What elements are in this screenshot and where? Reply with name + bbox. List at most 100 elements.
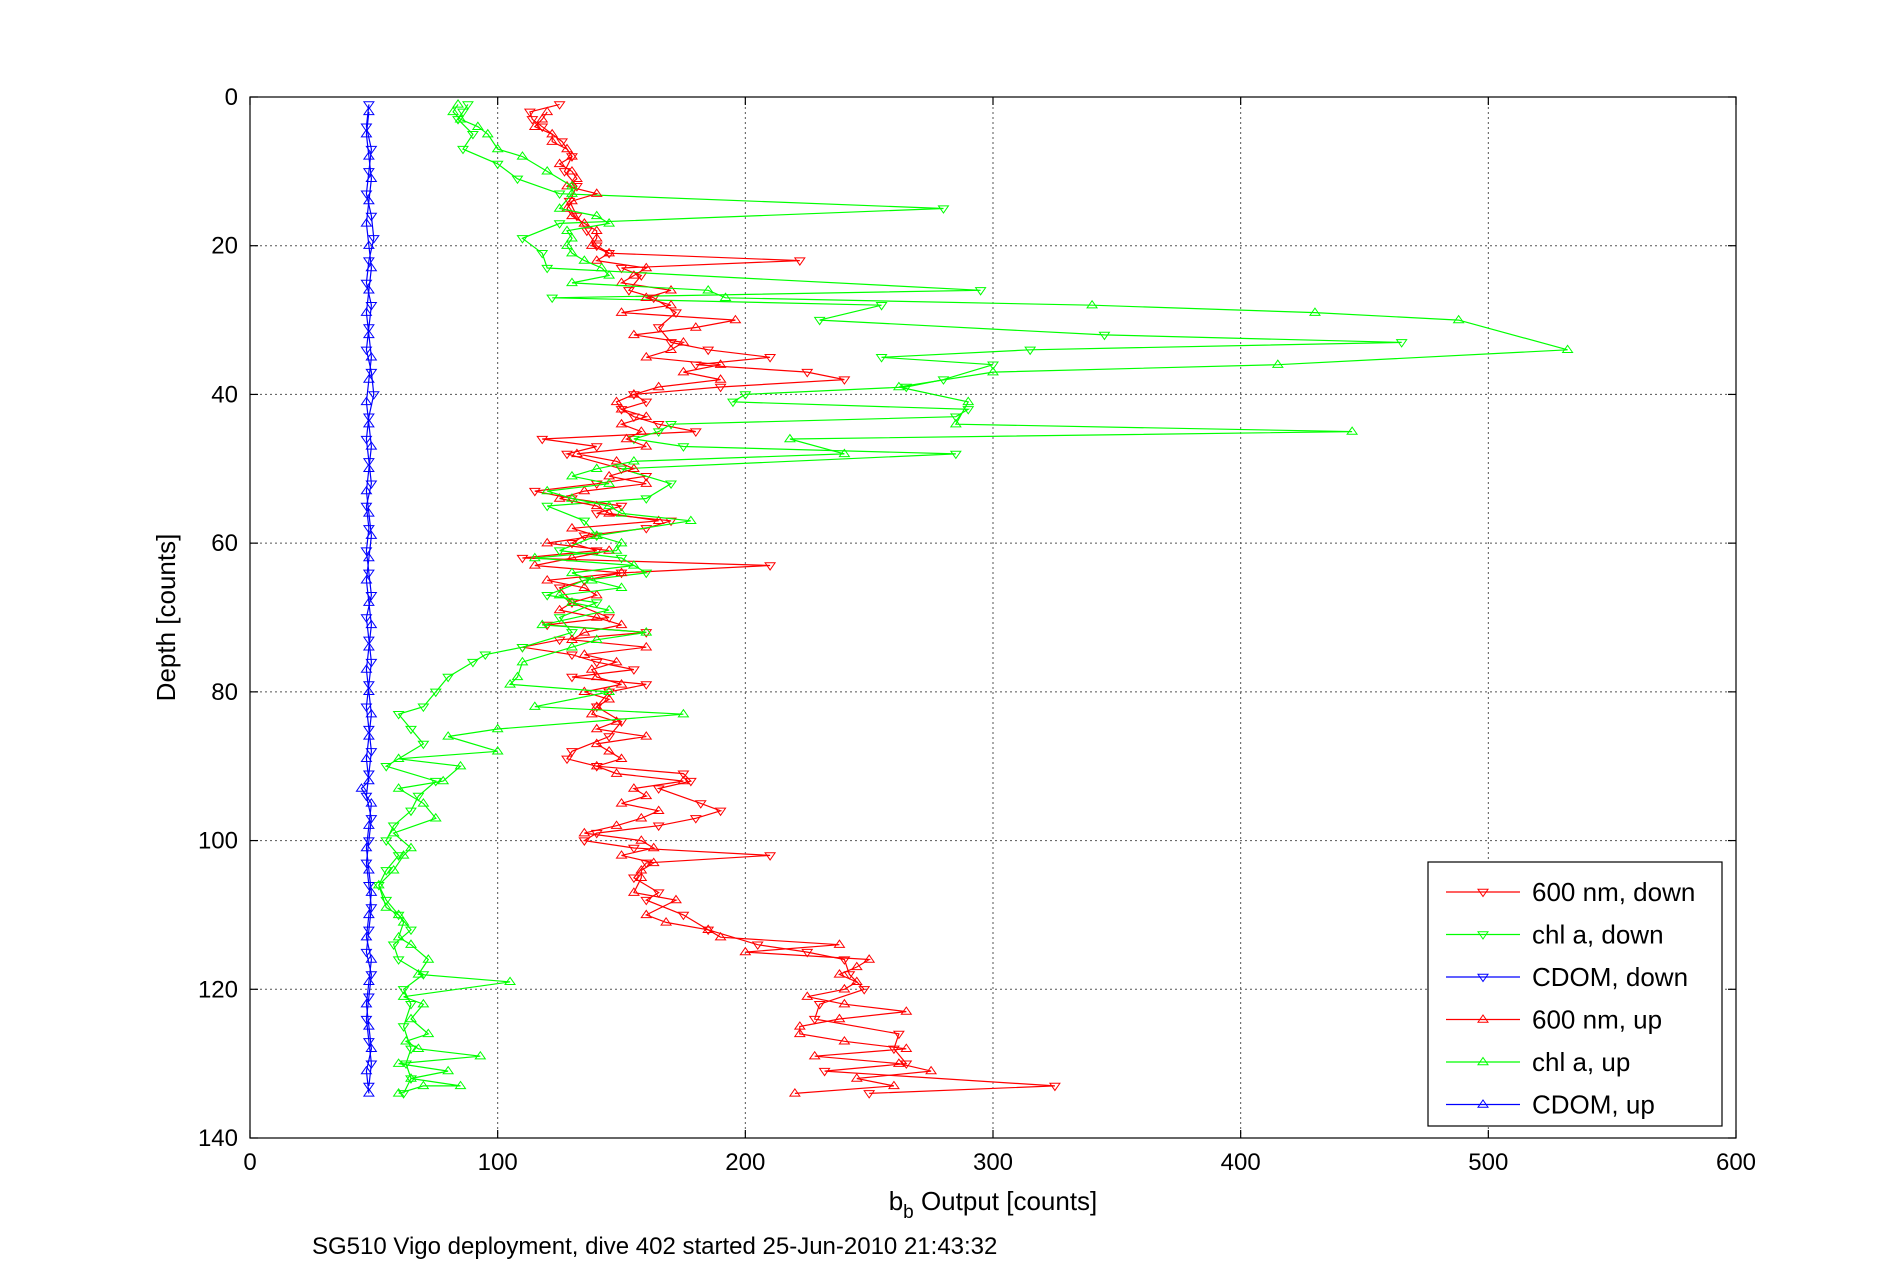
legend-swatch-marker — [1477, 1056, 1489, 1066]
data-point — [372, 881, 385, 891]
data-point — [793, 1028, 806, 1038]
series-4 — [372, 99, 1574, 1097]
data-point — [640, 909, 653, 919]
data-point — [833, 969, 846, 978]
data-point — [627, 435, 640, 445]
data-point — [360, 948, 373, 958]
data-point — [362, 926, 375, 936]
data-point — [689, 428, 702, 437]
data-point — [362, 837, 375, 846]
data-point — [511, 671, 524, 681]
legend-swatch-marker — [1477, 888, 1489, 898]
data-point — [627, 783, 640, 792]
data-point — [523, 108, 536, 118]
data-point — [615, 554, 628, 564]
legend-label: CDOM, down — [1532, 962, 1688, 992]
data-point — [590, 500, 603, 510]
data-point — [677, 770, 690, 780]
data-point — [392, 911, 405, 921]
data-point — [528, 701, 541, 710]
data-point — [640, 790, 653, 800]
data-point — [566, 522, 578, 532]
x-tick-label: 100 — [478, 1149, 518, 1176]
data-point — [615, 679, 628, 688]
data-point — [397, 916, 410, 926]
x-tick-label: 200 — [725, 1149, 765, 1176]
data-point — [615, 307, 628, 316]
data-point — [362, 993, 375, 1003]
data-point — [553, 493, 566, 502]
data-point — [702, 346, 715, 356]
data-point — [362, 508, 375, 517]
data-point — [360, 218, 373, 227]
data-point — [615, 465, 628, 475]
data-point — [684, 777, 697, 787]
data-point — [603, 614, 616, 623]
data-point — [558, 168, 571, 177]
data-point — [838, 998, 851, 1008]
data-point — [615, 403, 628, 413]
data-point — [397, 986, 410, 995]
data-point — [362, 597, 375, 606]
data-point — [365, 262, 378, 272]
data-point — [362, 1021, 375, 1030]
data-point — [566, 195, 578, 205]
legend-label: 600 nm, down — [1532, 877, 1695, 907]
data-point — [751, 941, 764, 951]
data-point — [362, 636, 375, 646]
data-point — [863, 1090, 876, 1099]
data-point — [392, 956, 405, 965]
data-point — [553, 604, 566, 614]
data-point — [365, 971, 378, 980]
data-point — [590, 738, 603, 748]
data-point — [447, 106, 460, 116]
data-point — [838, 983, 851, 993]
series-5 — [355, 106, 378, 1097]
data-point — [412, 1043, 425, 1052]
y-tick-label: 80 — [211, 679, 238, 706]
data-point — [516, 644, 529, 653]
data-point — [627, 329, 640, 339]
data-point — [714, 807, 727, 817]
data-point — [362, 1038, 375, 1047]
data-point — [635, 835, 648, 844]
data-point — [603, 478, 616, 487]
data-point — [652, 381, 665, 391]
data-point — [590, 510, 603, 519]
data-point — [360, 703, 373, 713]
data-point — [595, 262, 608, 272]
series-layer — [355, 99, 1574, 1099]
data-point — [590, 634, 603, 644]
y-axis-label: Depth [counts] — [151, 534, 181, 702]
data-point — [437, 775, 450, 785]
data-point — [397, 991, 410, 1000]
data-point — [412, 969, 425, 978]
data-point — [566, 493, 578, 502]
data-point — [833, 939, 846, 948]
data-point — [590, 760, 603, 770]
data-point — [442, 1065, 455, 1075]
data-point — [365, 441, 378, 450]
data-point — [838, 956, 851, 965]
data-point — [454, 1080, 467, 1090]
data-point — [365, 173, 378, 182]
data-point — [365, 302, 378, 311]
data-point — [793, 1021, 806, 1030]
data-point — [362, 525, 375, 534]
data-point — [442, 731, 455, 740]
data-point — [670, 309, 682, 319]
data-point — [541, 502, 554, 512]
y-tick-label: 0 — [225, 84, 238, 111]
data-point — [392, 710, 405, 720]
data-point — [578, 255, 591, 264]
data-point — [360, 753, 373, 762]
data-point — [590, 530, 603, 539]
data-point — [360, 1065, 373, 1075]
data-point — [585, 708, 598, 718]
data-point — [362, 101, 375, 110]
data-point — [590, 723, 603, 733]
data-point — [627, 560, 640, 569]
data-point — [702, 284, 715, 294]
data-point — [603, 745, 616, 755]
data-point — [412, 792, 425, 802]
